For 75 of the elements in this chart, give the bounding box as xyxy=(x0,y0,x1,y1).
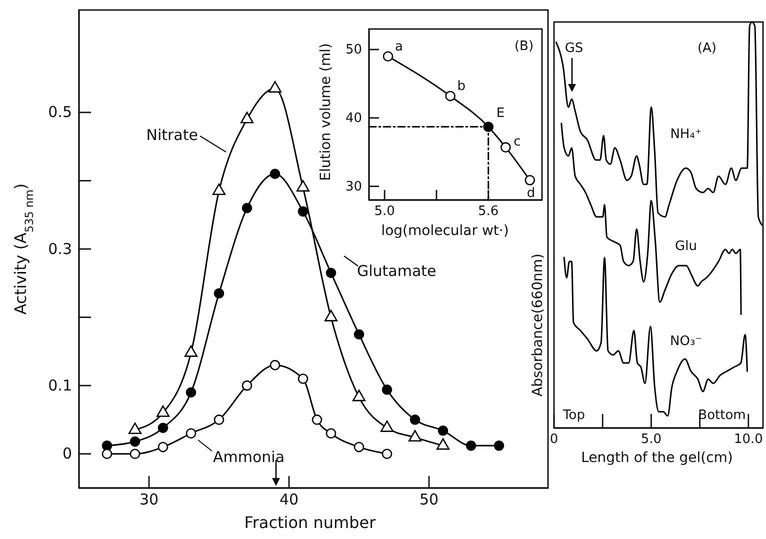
point xyxy=(524,175,536,186)
point xyxy=(242,380,252,391)
y-axis-title: Elution volume (ml) xyxy=(318,43,334,181)
y-tick-label: 0 xyxy=(62,444,72,463)
point xyxy=(158,422,168,434)
annotation: a xyxy=(395,39,403,54)
annotation: d xyxy=(526,186,536,202)
x-axis-title: Length of the gel(cm) xyxy=(581,450,733,466)
series-label: Glu xyxy=(675,239,697,254)
point xyxy=(324,310,338,322)
y-tick-label: 0.1 xyxy=(48,376,72,394)
annotation: E xyxy=(496,106,505,121)
series-label: Ammonia xyxy=(213,448,285,466)
point xyxy=(270,168,280,180)
point xyxy=(240,112,254,124)
y-tick-label: 0.5 xyxy=(48,103,72,122)
point xyxy=(158,442,168,452)
point xyxy=(128,422,142,434)
point xyxy=(408,430,422,442)
point xyxy=(494,440,504,451)
x-axis-title: Fraction number xyxy=(244,513,376,532)
point xyxy=(354,329,364,340)
x-tick-label: 50 xyxy=(419,490,439,509)
point xyxy=(298,374,308,384)
x-tick-label: 5.0 xyxy=(374,204,395,220)
y-tick-label: 50 xyxy=(345,42,362,58)
point xyxy=(298,206,308,217)
annotation: c xyxy=(514,134,521,150)
point xyxy=(326,268,336,278)
y-axis-title: Absorbance(660nm) xyxy=(530,254,546,396)
point xyxy=(326,428,336,439)
x-tick-label: 5.6 xyxy=(478,204,499,220)
point xyxy=(438,425,448,436)
annotation: GS xyxy=(564,41,584,56)
point xyxy=(312,414,322,425)
point xyxy=(214,414,224,425)
y-tick-label: 0.3 xyxy=(48,240,72,258)
point xyxy=(102,448,112,460)
point xyxy=(186,428,196,439)
point xyxy=(354,442,364,452)
annotation: (B) xyxy=(514,39,534,54)
series-label: NO₃⁻ xyxy=(670,334,702,349)
x-tick-label: 40 xyxy=(279,490,299,509)
x-axis-title: log(molecular wt·) xyxy=(381,223,509,239)
point xyxy=(500,142,511,152)
point xyxy=(186,387,196,398)
point xyxy=(130,448,140,460)
point xyxy=(382,51,394,62)
point xyxy=(382,448,392,460)
point xyxy=(268,81,282,93)
annotation: (A) xyxy=(697,41,717,56)
annotation: b xyxy=(457,79,466,94)
x-tick-label: 30 xyxy=(139,490,159,509)
point xyxy=(130,436,140,447)
point xyxy=(352,390,366,402)
point xyxy=(382,384,392,395)
point xyxy=(466,440,476,451)
y-tick-label: 30 xyxy=(345,179,362,194)
point xyxy=(184,345,198,357)
text: Nitrate xyxy=(146,126,198,144)
series-label: Glutamate xyxy=(357,262,436,280)
point xyxy=(445,90,456,102)
series-label: NH₄⁺ xyxy=(670,127,702,142)
point xyxy=(410,414,420,425)
annotation: Top xyxy=(562,408,585,423)
y-tick-label: 40 xyxy=(345,111,362,126)
point xyxy=(242,202,252,214)
x-tick-label: 0 xyxy=(550,432,558,448)
x-tick-label: 10.0 xyxy=(734,432,763,448)
point xyxy=(270,360,280,370)
point xyxy=(214,288,224,299)
point xyxy=(296,180,310,192)
annotation: Bottom xyxy=(698,408,746,423)
x-tick-label: 5.0 xyxy=(640,432,662,448)
point xyxy=(212,184,226,196)
